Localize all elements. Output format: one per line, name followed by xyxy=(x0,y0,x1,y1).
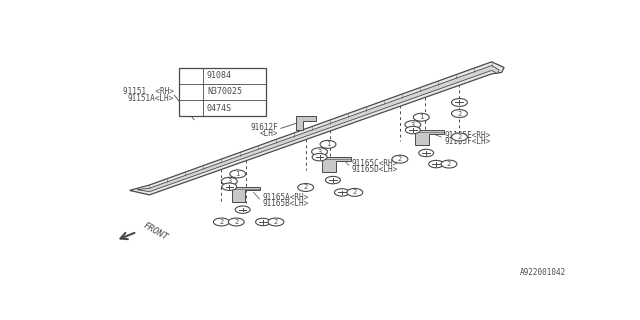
Circle shape xyxy=(298,184,314,191)
Text: 91151  <RH>: 91151 <RH> xyxy=(124,87,174,96)
FancyBboxPatch shape xyxy=(179,68,266,116)
Polygon shape xyxy=(322,157,351,172)
Polygon shape xyxy=(415,130,444,145)
Circle shape xyxy=(320,140,336,148)
Text: 1: 1 xyxy=(419,114,424,120)
Text: 91084: 91084 xyxy=(207,71,232,80)
Circle shape xyxy=(441,160,457,168)
Circle shape xyxy=(451,133,467,141)
Text: 3: 3 xyxy=(317,149,322,155)
Text: 91165A<RH>: 91165A<RH> xyxy=(262,193,308,202)
Text: 91165B<LH>: 91165B<LH> xyxy=(262,199,308,208)
Circle shape xyxy=(183,88,199,96)
Text: 2: 2 xyxy=(234,219,238,225)
Circle shape xyxy=(419,149,434,157)
Text: 2: 2 xyxy=(303,184,308,190)
Circle shape xyxy=(228,218,244,226)
Text: 1: 1 xyxy=(326,141,330,147)
Polygon shape xyxy=(137,66,499,192)
Circle shape xyxy=(451,110,467,117)
Text: 2: 2 xyxy=(398,156,402,162)
Circle shape xyxy=(413,113,429,121)
Circle shape xyxy=(312,154,327,161)
Text: 91165F<LH>: 91165F<LH> xyxy=(445,137,491,146)
Circle shape xyxy=(405,126,420,134)
Polygon shape xyxy=(296,116,316,130)
Text: 2: 2 xyxy=(458,110,461,116)
Text: 3: 3 xyxy=(227,178,232,184)
Circle shape xyxy=(213,218,229,226)
Circle shape xyxy=(221,177,237,185)
Text: 2: 2 xyxy=(189,87,193,97)
Text: 2: 2 xyxy=(353,189,357,196)
Circle shape xyxy=(429,160,444,168)
Text: N370025: N370025 xyxy=(207,87,242,97)
Text: A922001042: A922001042 xyxy=(520,268,566,277)
Text: 2: 2 xyxy=(447,161,451,167)
Polygon shape xyxy=(232,187,260,202)
Text: 2: 2 xyxy=(274,219,278,225)
Circle shape xyxy=(268,218,284,226)
Text: 91151A<LH>: 91151A<LH> xyxy=(128,94,174,103)
Circle shape xyxy=(405,121,420,129)
Circle shape xyxy=(335,189,349,196)
Text: <LH>: <LH> xyxy=(260,129,278,138)
Text: 91165D<LH>: 91165D<LH> xyxy=(352,165,398,174)
Text: 2: 2 xyxy=(458,134,461,140)
Circle shape xyxy=(255,218,271,226)
Circle shape xyxy=(230,170,246,178)
Circle shape xyxy=(183,104,199,112)
Circle shape xyxy=(392,155,408,163)
Circle shape xyxy=(312,148,328,156)
Circle shape xyxy=(347,188,363,196)
Text: FRONT: FRONT xyxy=(142,221,170,243)
Text: 1: 1 xyxy=(189,71,193,80)
Text: 91165E<RH>: 91165E<RH> xyxy=(445,131,491,140)
Circle shape xyxy=(326,176,340,184)
Text: 91165C<RH>: 91165C<RH> xyxy=(352,159,398,168)
Text: 2: 2 xyxy=(220,219,223,225)
Circle shape xyxy=(236,206,250,213)
Polygon shape xyxy=(129,62,504,195)
Text: 0474S: 0474S xyxy=(207,103,232,113)
Circle shape xyxy=(222,183,237,190)
Text: 91612F: 91612F xyxy=(251,123,278,132)
Text: 3: 3 xyxy=(189,103,193,113)
Text: 3: 3 xyxy=(411,122,415,128)
Circle shape xyxy=(183,72,199,80)
Text: 1: 1 xyxy=(236,171,240,177)
Circle shape xyxy=(451,99,467,107)
